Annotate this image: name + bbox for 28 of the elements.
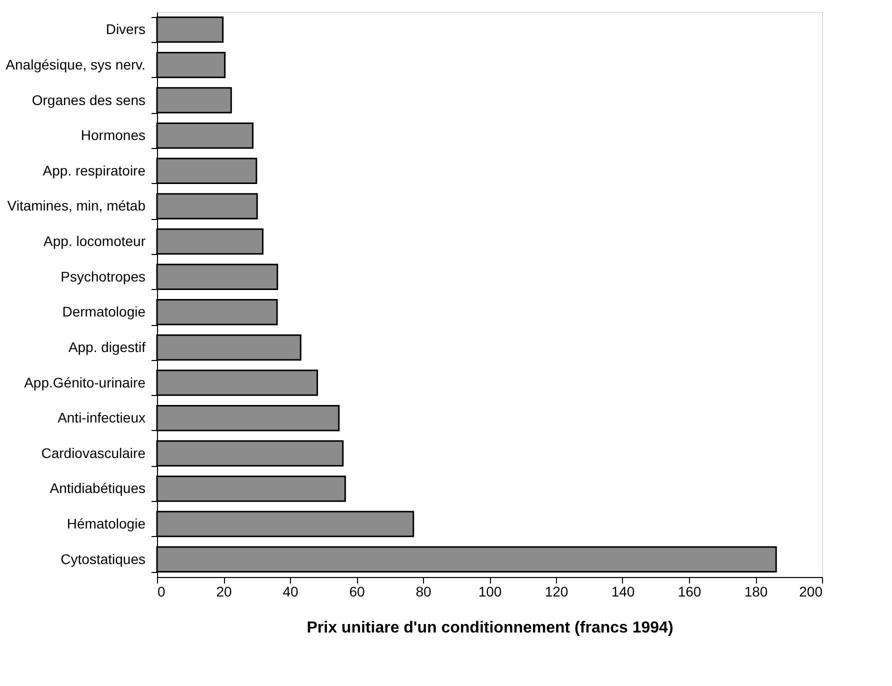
x-tick-label: 60: [349, 584, 365, 600]
x-tick-label: 40: [282, 584, 298, 600]
y-tick-label: Analgésique, sys nerv.: [6, 56, 146, 72]
x-tick-label: 80: [416, 584, 432, 600]
x-tick-label: 100: [478, 584, 502, 600]
y-tick-label: Vitamines, min, métab: [7, 198, 146, 214]
x-tick-label: 160: [678, 584, 702, 600]
x-tick-label: 120: [544, 584, 568, 600]
x-tick-label: 180: [744, 584, 768, 600]
y-tick-label: App. digestif: [68, 338, 146, 355]
y-tick-label: Divers: [106, 21, 146, 38]
x-tick-label: 140: [611, 584, 635, 600]
x-tick-label: 0: [158, 584, 166, 600]
y-tick-label: Cytostatiques: [60, 550, 146, 567]
y-tick-label: App.Génito-urinaire: [24, 374, 146, 390]
y-tick-label: Psychotropes: [60, 268, 146, 284]
x-axis-title: Prix unitiare d'un conditionnement (francs 1994): [306, 620, 674, 636]
y-tick-label: App. locomoteur: [44, 233, 146, 250]
x-tick-label: 20: [216, 584, 232, 600]
y-tick-label: Hormones: [80, 127, 146, 144]
x-tick-label: 200: [799, 584, 823, 600]
y-tick-label: Anti-infectieux: [58, 410, 146, 426]
y-tick-label: App. respiratoire: [42, 162, 146, 178]
y-tick-label: Hématologie: [66, 516, 146, 532]
y-tick-label: Cardiovasculaire: [41, 444, 146, 461]
y-tick-label: Organes des sens: [32, 92, 146, 108]
y-tick-label: Dermatologie: [62, 304, 146, 320]
y-tick-label: Antidiabétiques: [50, 480, 146, 496]
